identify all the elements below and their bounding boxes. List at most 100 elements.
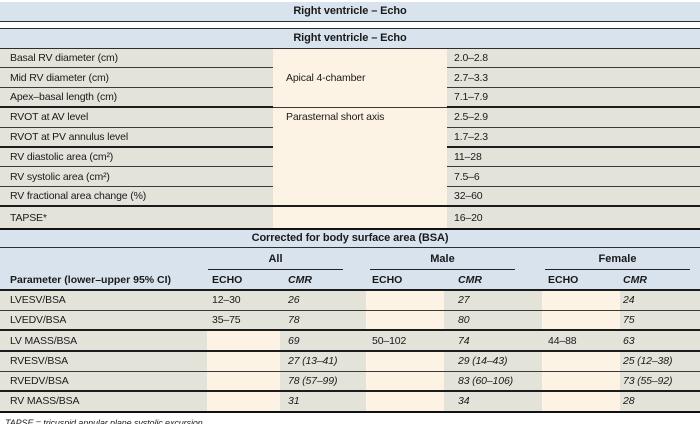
bsa-echo-cell: 12–30 (207, 291, 280, 311)
bsa-echo-cell (366, 391, 444, 413)
bsa-echo-cell (366, 310, 444, 332)
echo-header-all: ECHO (212, 274, 243, 287)
bsa-echo-cell (542, 291, 620, 311)
group-underline-all (208, 269, 343, 271)
table-title-repeat: Right ventricle – Echo (293, 32, 407, 44)
group-label-all: All (268, 253, 283, 266)
table-title-bar: Right ventricle – Echo (0, 2, 700, 22)
bsa-echo-cell (207, 350, 280, 372)
group-label-female: Female (598, 253, 637, 266)
table-row: RV diastolic area (cm²) 11–28 (0, 146, 700, 168)
bsa-echo-cell (542, 310, 620, 332)
bsa-cmr-cell: 83 (60–106) (444, 371, 542, 393)
view-cell-empty (273, 206, 447, 231)
bsa-cmr-cell: 31 (280, 391, 366, 413)
parameter-cell: TAPSE* (0, 206, 273, 231)
bsa-cmr-cell: 25 (12–38) (620, 350, 700, 372)
bsa-cmr-cell: 28 (620, 391, 700, 413)
group-underline-female (545, 269, 690, 271)
table-title: Right ventricle – Echo (293, 5, 407, 17)
bsa-param-cell: RVEDV/BSA (0, 371, 207, 393)
parameter-cell: Basal RV diameter (cm) (0, 49, 273, 69)
bsa-echo-cell (366, 371, 444, 393)
bsa-cmr-cell: 29 (14–43) (444, 350, 542, 372)
bsa-cmr-cell: 69 (280, 330, 366, 352)
table-row: RVOT at AV level Parasternal short axis … (0, 107, 700, 208)
table-row: TAPSE* 16–20 (0, 206, 700, 231)
bsa-cmr-cell: 27 (444, 291, 542, 311)
echo-measurements-table: Basal RV diameter (cm) Apical 4-chamber … (0, 49, 700, 231)
bsa-cmr-cell: 78 (280, 310, 366, 332)
table-row: Apex–basal length (cm) 7.1–7.9 (0, 87, 700, 109)
range-cell: 2.0–2.8 (447, 49, 700, 69)
table-row: Mid RV diameter (cm) 2.7–3.3 (0, 67, 700, 88)
table-row: RVESV/BSA 27 (13–41) 29 (14–43) 25 (12–3… (0, 350, 700, 372)
parameter-cell: Mid RV diameter (cm) (0, 67, 273, 88)
bsa-cmr-cell: 75 (620, 310, 700, 332)
bsa-echo-cell (207, 371, 280, 393)
bsa-param-cell: RV MASS/BSA (0, 391, 207, 413)
parameter-cell: RVOT at AV level (0, 107, 273, 128)
bsa-echo-cell: 50–102 (366, 330, 444, 352)
echo-header-male: ECHO (372, 274, 403, 287)
bsa-echo-cell: 44–88 (542, 330, 620, 352)
table-row: LVEDV/BSA 35–75 78 80 75 (0, 310, 700, 332)
bsa-param-cell: LVEDV/BSA (0, 310, 207, 332)
table-row: Basal RV diameter (cm) Apical 4-chamber … (0, 49, 700, 108)
bsa-cmr-cell: 73 (55–92) (620, 371, 700, 393)
cmr-header-male: CMR (458, 274, 482, 287)
bsa-param-cell: RVESV/BSA (0, 350, 207, 372)
bsa-cmr-cell: 27 (13–41) (280, 350, 366, 372)
range-cell: 16–20 (447, 206, 700, 231)
bsa-section-title: Corrected for body surface area (BSA) (251, 232, 449, 245)
table-row: RV fractional area change (%) 32–60 (0, 186, 700, 208)
bsa-cmr-cell: 26 (280, 291, 366, 311)
range-cell: 2.7–3.3 (447, 67, 700, 88)
bsa-cmr-cell: 78 (57–99) (280, 371, 366, 393)
view-cell-apical: Apical 4-chamber (273, 49, 447, 108)
range-cell: 11–28 (447, 146, 700, 168)
bsa-echo-cell (366, 350, 444, 372)
group-underline-male (370, 269, 515, 271)
echo-header-female: ECHO (548, 274, 579, 287)
parameter-cell: RV diastolic area (cm²) (0, 146, 273, 168)
bsa-values-table: LVESV/BSA 12–30 26 27 24 LVEDV/BSA 35–75… (0, 291, 700, 413)
range-cell: 32–60 (447, 186, 700, 208)
range-cell: 7.1–7.9 (447, 87, 700, 109)
bsa-echo-cell (542, 371, 620, 393)
bsa-cmr-cell: 63 (620, 330, 700, 352)
parameter-column-header: Parameter (lower–upper 95% CI) (10, 274, 172, 287)
range-cell: 7.5–6 (447, 166, 700, 187)
table-row: RVEDV/BSA 78 (57–99) 83 (60–106) 73 (55–… (0, 371, 700, 393)
bsa-echo-cell (542, 350, 620, 372)
table-row: LVESV/BSA 12–30 26 27 24 (0, 291, 700, 311)
bsa-param-cell: LV MASS/BSA (0, 330, 207, 352)
group-label-male: Male (430, 253, 455, 266)
cmr-header-all: CMR (288, 274, 312, 287)
bsa-cmr-cell: 80 (444, 310, 542, 332)
table-row: LV MASS/BSA 69 50–102 74 44–88 63 (0, 330, 700, 352)
bsa-echo-cell (542, 391, 620, 413)
bsa-param-cell: LVESV/BSA (0, 291, 207, 311)
bsa-echo-cell (207, 391, 280, 413)
range-cell: 1.7–2.3 (447, 127, 700, 148)
bsa-cmr-cell: 24 (620, 291, 700, 311)
table-title-bar-repeat: Right ventricle – Echo (0, 28, 700, 49)
footnote: TAPSE = tricuspid annular plane systolic… (5, 417, 206, 424)
parameter-cell: Apex–basal length (cm) (0, 87, 273, 109)
table-row: RVOT at PV annulus level 1.7–2.3 (0, 127, 700, 148)
table-row: RV MASS/BSA 31 34 28 (0, 391, 700, 413)
bsa-echo-cell (207, 330, 280, 352)
bsa-column-headers: All Male Female Parameter (lower–upper 9… (0, 248, 700, 292)
bsa-echo-cell: 35–75 (207, 310, 280, 332)
view-cell-parasternal: Parasternal short axis (273, 107, 447, 208)
parameter-cell: RVOT at PV annulus level (0, 127, 273, 148)
bsa-cmr-cell: 74 (444, 330, 542, 352)
bsa-section-title-bar: Corrected for body surface area (BSA) (0, 230, 700, 249)
bsa-echo-cell (366, 291, 444, 311)
table-row: RV systolic area (cm²) 7.5–6 (0, 166, 700, 187)
range-cell: 2.5–2.9 (447, 107, 700, 128)
bsa-cmr-cell: 34 (444, 391, 542, 413)
cmr-header-female: CMR (623, 274, 647, 287)
